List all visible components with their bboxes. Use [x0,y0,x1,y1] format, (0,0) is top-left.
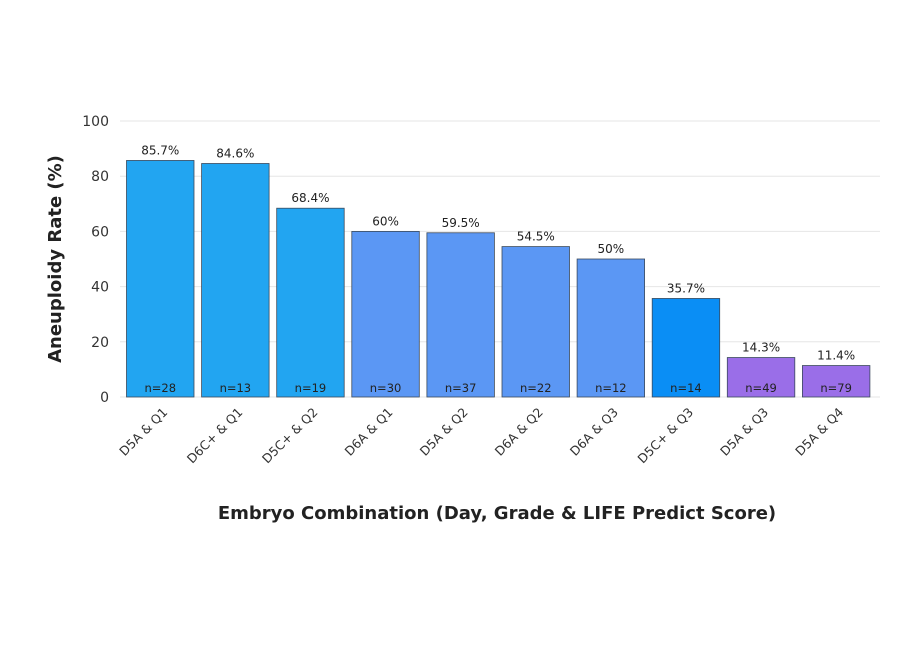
y-tick-label: 100 [82,114,109,130]
bar [351,230,420,398]
bar-group: 14.3% n=49 [726,341,796,398]
bar-value-label: 85.7% [141,143,179,157]
bar [576,258,645,398]
bar-n-label: n=19 [295,381,327,395]
x-axis-title: Embryo Combination (Day, Grade & LIFE Pr… [218,503,776,524]
x-axis-categories: D5A & Q1 D6C+ & Q1 D5C+ & Q2 D6A & Q1 D5A & … [116,404,846,466]
bar-group: 84.6% n=13 [201,147,270,398]
bar [276,207,345,398]
y-tick-label: 0 [100,390,109,406]
bar-value-label: 54.5% [517,230,555,244]
bar-group: 59.5% n=37 [426,216,495,398]
bar-value-label: 11.4% [817,349,855,363]
x-tick-label: D6A & Q2 [492,405,546,459]
bar-value-label: 60% [372,214,399,228]
bar [201,163,270,398]
bar-n-label: n=22 [520,381,552,395]
bar-group: 85.7% n=28 [126,143,195,398]
bar-n-label: n=37 [445,381,477,395]
bar-group: 60% n=30 [351,214,420,398]
bar [426,232,495,398]
y-tick-label: 40 [91,280,109,296]
bar-group: 35.7% n=14 [651,281,721,398]
x-tick-label: D5C+ & Q3 [634,405,696,467]
bar [651,298,721,398]
bar-n-label: n=49 [745,381,777,395]
bar-value-label: 35.7% [667,281,705,295]
bar-n-label: n=79 [820,381,852,395]
bar [501,246,570,398]
bar-value-label: 59.5% [442,216,480,230]
y-axis-title: Aneuploidy Rate (%) [45,155,66,363]
bar-n-label: n=14 [670,381,702,395]
bar-n-label: n=12 [595,381,627,395]
bars: 85.7% n=28 84.6% n=13 68.4% n=19 60% n=30 59.5% n… [126,143,871,398]
x-tick-label: D5A & Q3 [717,405,771,459]
bar-value-label: 50% [598,242,625,256]
y-axis-ticks: 0 20 40 60 80 100 [82,114,109,406]
bar-n-label: n=28 [144,381,176,395]
bar-value-label: 68.4% [291,191,329,205]
x-tick-label: D5A & Q4 [792,404,846,458]
bar-group: 50% n=12 [576,242,645,398]
bar [126,160,195,398]
bar-n-label: n=13 [220,381,252,395]
x-tick-label: D6A & Q1 [341,405,395,459]
x-tick-label: D6C+ & Q1 [184,405,246,467]
x-tick-label: D5A & Q1 [116,405,170,459]
x-tick-label: D6A & Q3 [567,405,621,459]
bar-group: 68.4% n=19 [276,191,345,398]
bar-value-label: 84.6% [216,147,254,161]
bar-n-label: n=30 [370,381,402,395]
bar-group: 54.5% n=22 [501,230,570,398]
y-tick-label: 80 [91,169,109,185]
y-tick-label: 20 [91,335,109,351]
y-tick-label: 60 [91,224,109,240]
bar [726,357,796,398]
x-tick-label: D5A & Q2 [417,405,471,459]
bar-group: 11.4% n=79 [802,349,871,398]
bar-value-label: 14.3% [742,341,780,355]
bar [802,365,871,398]
x-tick-label: D5C+ & Q2 [259,405,321,467]
